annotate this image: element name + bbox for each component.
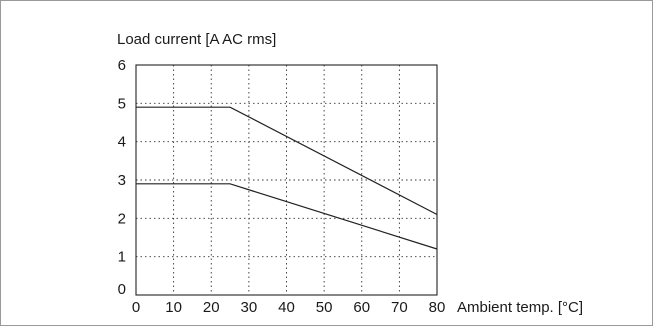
x-tick-label: 20 <box>203 299 220 316</box>
x-tick-label: 60 <box>353 299 370 316</box>
x-tick-label: 30 <box>241 299 258 316</box>
y-tick-label: 5 <box>118 95 126 112</box>
x-tick-label: 10 <box>165 299 182 316</box>
y-tick-label: 2 <box>118 210 126 227</box>
grid-lines <box>136 65 437 295</box>
x-axis-label: Ambient temp. [°C] <box>457 299 583 316</box>
y-tick-label: 4 <box>118 134 126 151</box>
x-tick-label: 80 <box>429 299 446 316</box>
plot-area-border <box>135 64 438 296</box>
tick-labels: 0 10 20 30 40 50 60 70 80 0 1 2 3 4 5 6 <box>118 57 446 316</box>
y-tick-label: 6 <box>118 57 126 74</box>
x-tick-label: 40 <box>278 299 295 316</box>
series-line-1 <box>136 106 438 216</box>
y-tick-label: 1 <box>118 249 126 266</box>
y-axis-label: Load current [A AC rms] <box>117 31 276 48</box>
y-tick-label: 3 <box>118 172 126 189</box>
x-tick-label: 0 <box>132 299 140 316</box>
y-tick-label: 0 <box>118 281 126 298</box>
series-line-2 <box>136 183 438 250</box>
x-tick-label: 50 <box>316 299 333 316</box>
series-lines <box>136 106 438 250</box>
x-tick-label: 70 <box>391 299 408 316</box>
